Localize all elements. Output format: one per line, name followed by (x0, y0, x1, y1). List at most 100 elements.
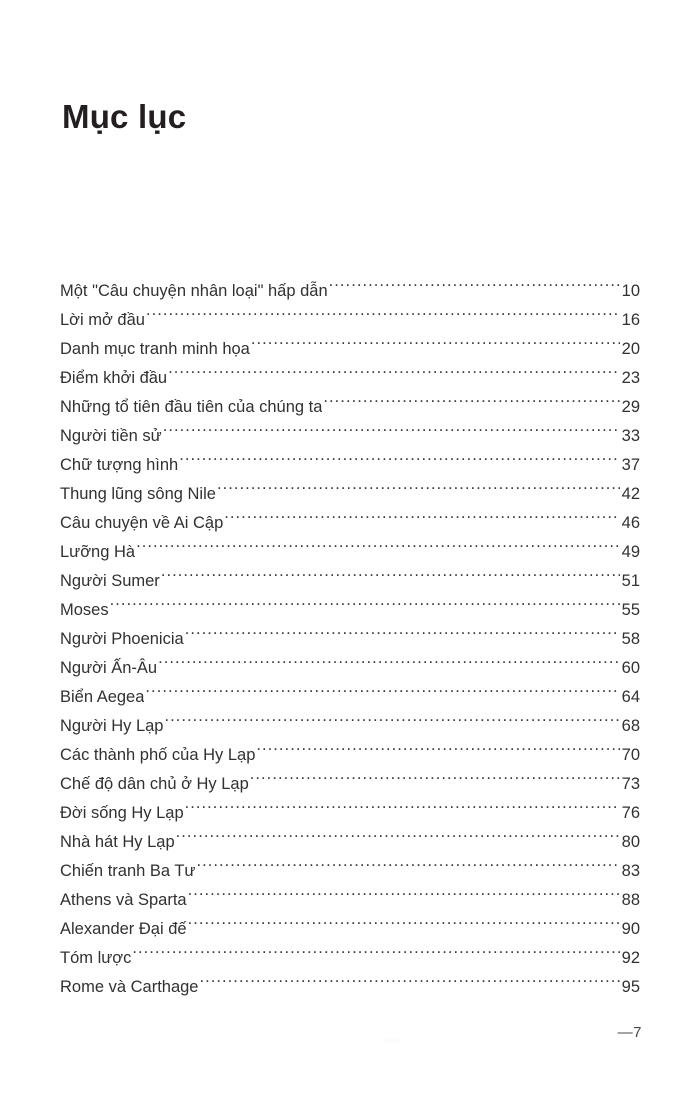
toc-entry-page-number: 49 (621, 543, 640, 561)
toc-leader-dots (161, 570, 620, 587)
toc-leader-dots (185, 802, 620, 819)
toc-entry-label: Chế độ dân chủ ở Hy Lạp (60, 775, 249, 793)
toc-entry-label: Moses (60, 601, 109, 619)
toc-entry-label: Danh mục tranh minh họa (60, 340, 250, 358)
toc-entry[interactable]: Đời sống Hy Lạp 76 (60, 799, 640, 828)
toc-leader-dots (158, 657, 620, 674)
toc-entry[interactable]: Câu chuyện về Ai Cập 46 (60, 509, 640, 538)
toc-leader-dots (200, 976, 620, 993)
toc-entry[interactable]: Athens và Sparta 88 (60, 886, 640, 915)
toc-entry[interactable]: Biển Aegea 64 (60, 683, 640, 712)
toc-leader-dots (179, 454, 619, 471)
toc-entry-page-number: 37 (621, 456, 640, 474)
toc-entry-label: Chữ tượng hình (60, 456, 179, 474)
toc-entry[interactable]: Các thành phố của Hy Lạp 70 (60, 741, 640, 770)
toc-entry-label: Điểm khởi đầu (60, 369, 168, 387)
toc-entry-page-number: 42 (621, 485, 640, 503)
toc-entry[interactable]: Người Hy Lạp 68 (60, 712, 640, 741)
toc-leader-dots (196, 860, 619, 877)
toc-entry[interactable]: Điểm khởi đầu 23 (60, 364, 640, 393)
toc-entry-page-number: 55 (621, 601, 640, 619)
toc-list: Một "Câu chuyện nhân loại" hấp dẫn 10 Lời … (60, 277, 640, 1002)
page-title: Mục lục (62, 98, 187, 135)
toc-leader-dots (217, 483, 620, 500)
toc-entry[interactable]: Thung lũng sông Nile 42 (60, 480, 640, 509)
toc-leader-dots (256, 744, 619, 761)
toc-entry[interactable]: Rome và Carthage 95 (60, 973, 640, 1002)
toc-entry-label: Người Hy Lạp (60, 717, 164, 735)
toc-entry-page-number: 51 (621, 572, 640, 590)
toc-entry-page-number: 92 (621, 949, 640, 967)
toc-entry-page-number: 76 (621, 804, 640, 822)
toc-entry-label: Lưỡng Hà (60, 543, 136, 561)
scan-artifact (383, 1038, 401, 1043)
toc-entry[interactable]: Nhà hát Hy Lạp 80 (60, 828, 640, 857)
toc-entry-page-number: 68 (621, 717, 640, 735)
toc-entry[interactable]: Lưỡng Hà 49 (60, 538, 640, 567)
toc-entry-page-number: 80 (621, 833, 640, 851)
toc-entry[interactable]: Một "Câu chuyện nhân loại" hấp dẫn 10 (60, 277, 640, 306)
toc-leader-dots (163, 425, 620, 442)
toc-entry-label: Rome và Carthage (60, 978, 199, 996)
toc-entry-label: Các thành phố của Hy Lạp (60, 746, 256, 764)
toc-entry[interactable]: Lời mở đầu 16 (60, 306, 640, 335)
toc-entry-label: Thung lũng sông Nile (60, 485, 216, 503)
toc-entry-label: Nhà hát Hy Lạp (60, 833, 175, 851)
toc-entry[interactable]: Người Phoenicia 58 (60, 625, 640, 654)
toc-entry-page-number: 64 (621, 688, 640, 706)
toc-entry-label: Biển Aegea (60, 688, 145, 706)
toc-entry-label: Người Phoenicia (60, 630, 184, 648)
toc-entry[interactable]: Alexander Đại đế 90 (60, 915, 640, 944)
toc-entry[interactable]: Chữ tượng hình 37 (60, 451, 640, 480)
toc-entry-label: Đời sống Hy Lạp (60, 804, 184, 822)
toc-entry-label: Athens và Sparta (60, 891, 187, 909)
toc-entry-label: Người Ấn-Âu (60, 659, 158, 677)
toc-entry[interactable]: Người Sumer 51 (60, 567, 640, 596)
toc-entry[interactable]: Danh mục tranh minh họa 20 (60, 335, 640, 364)
toc-entry-page-number: 70 (621, 746, 640, 764)
toc-leader-dots (136, 541, 620, 558)
toc-entry-page-number: 90 (621, 920, 640, 938)
toc-entry[interactable]: Người Ấn-Âu 60 (60, 654, 640, 683)
toc-entry[interactable]: Chế độ dân chủ ở Hy Lạp 73 (60, 770, 640, 799)
toc-entry-page-number: 58 (621, 630, 640, 648)
toc-leader-dots (165, 715, 620, 732)
toc-entry-page-number: 10 (621, 282, 640, 300)
toc-entry-page-number: 95 (621, 978, 640, 996)
toc-entry-page-number: 73 (621, 775, 640, 793)
toc-entry-label: Người Sumer (60, 572, 160, 590)
toc-entry-label: Người tiền sử (60, 427, 162, 445)
toc-leader-dots (251, 338, 620, 355)
toc-entry-label: Alexander Đại đế (60, 920, 187, 938)
toc-entry-page-number: 23 (621, 369, 640, 387)
toc-leader-dots (146, 309, 620, 326)
toc-entry-page-number: 16 (621, 311, 640, 329)
toc-entry-label: Một "Câu chuyện nhân loại" hấp dẫn (60, 282, 328, 300)
toc-entry-page-number: 88 (621, 891, 640, 909)
toc-leader-dots (329, 280, 620, 297)
toc-entry[interactable]: Moses 55 (60, 596, 640, 625)
toc-entry[interactable]: Người tiền sử 33 (60, 422, 640, 451)
toc-leader-dots (224, 512, 619, 529)
toc-entry-page-number: 83 (621, 862, 640, 880)
toc-entry[interactable]: Tóm lược 92 (60, 944, 640, 973)
toc-entry-label: Câu chuyện về Ai Cập (60, 514, 224, 532)
toc-leader-dots (188, 889, 620, 906)
toc-leader-dots (110, 599, 620, 616)
toc-entry-page-number: 33 (621, 427, 640, 445)
toc-leader-dots (145, 686, 619, 703)
toc-entry[interactable]: Chiến tranh Ba Tư 83 (60, 857, 640, 886)
toc-leader-dots (168, 367, 620, 384)
toc-leader-dots (176, 831, 620, 848)
toc-entry-label: Chiến tranh Ba Tư (60, 862, 196, 880)
toc-entry-page-number: 60 (621, 659, 640, 677)
toc-entry[interactable]: Những tổ tiên đầu tiên của chúng ta 29 (60, 393, 640, 422)
toc-leader-dots (185, 628, 620, 645)
toc-leader-dots (188, 918, 620, 935)
toc-entry-page-number: 20 (621, 340, 640, 358)
page-folio-number: —7 (617, 1024, 642, 1041)
toc-entry-page-number: 29 (621, 398, 640, 416)
toc-leader-dots (132, 947, 619, 964)
toc-entry-page-number: 46 (621, 514, 640, 532)
